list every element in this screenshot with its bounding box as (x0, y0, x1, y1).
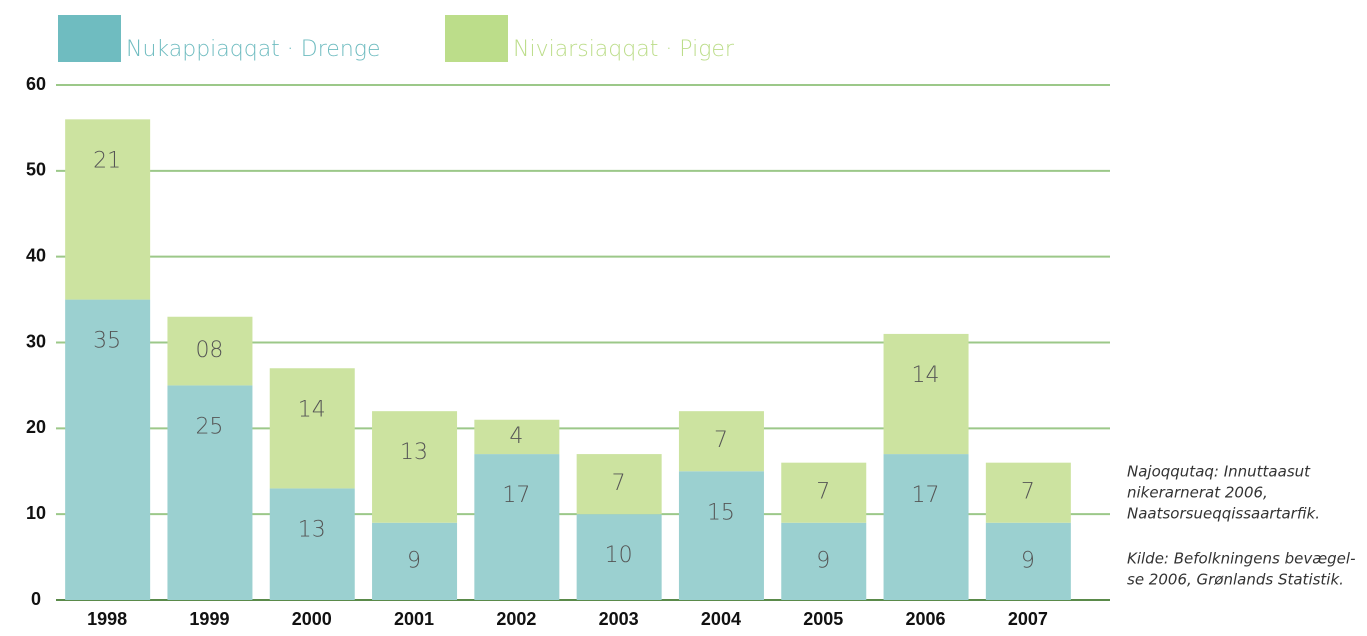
bar-segment (781, 522, 867, 600)
value-label: 9 (407, 548, 421, 573)
source-note: se 2006, Grønlands Statistik. (1127, 571, 1344, 589)
bar-segment (883, 333, 969, 455)
y-tick-label: 20 (26, 417, 46, 437)
value-label: 7 (1021, 480, 1035, 505)
x-tick-label: 1999 (189, 609, 229, 629)
legend-swatch (58, 15, 121, 62)
bar-segment (269, 368, 355, 489)
source-note: Kilde: Befolkningens bevægel- (1127, 550, 1355, 568)
bar-segment (474, 419, 560, 455)
bar-segment (65, 119, 151, 300)
x-tick-label: 2004 (701, 609, 741, 629)
bar-segment (372, 522, 458, 600)
bar-segment (576, 454, 662, 515)
y-tick-label: 50 (26, 160, 46, 180)
y-tick-label: 40 (26, 245, 46, 265)
value-label: 25 (195, 414, 223, 439)
bar-segment (985, 462, 1071, 523)
legend-label: Nukappiaqqat · Drenge (126, 37, 381, 62)
value-label: 35 (93, 329, 121, 354)
bar-segment (167, 385, 253, 600)
bar-segment (269, 488, 355, 600)
x-tick-label: 2003 (599, 609, 639, 629)
bar-segment (678, 471, 764, 600)
value-label: 13 (298, 517, 326, 542)
source-note: Najoqqutaq: Innuttaasut (1127, 463, 1311, 481)
bar-segment (781, 462, 867, 523)
legend-label: Niviarsiaqqat · Piger (513, 37, 735, 62)
bar-segment (985, 522, 1071, 600)
value-label: 15 (707, 500, 735, 525)
bar-segment (167, 316, 253, 386)
value-label: 7 (714, 428, 728, 453)
bar-segment (678, 411, 764, 472)
x-tick-label: 2002 (496, 609, 536, 629)
legend-swatch (445, 15, 508, 62)
bar-segment (883, 454, 969, 600)
bar-segment (576, 514, 662, 600)
y-tick-label: 60 (26, 74, 46, 94)
value-label: 9 (816, 548, 830, 573)
value-label: 08 (195, 338, 223, 363)
source-note: nikerarnerat 2006, (1127, 484, 1268, 502)
value-label: 21 (93, 148, 121, 173)
value-label: 4 (509, 424, 523, 449)
bar-segment (474, 454, 560, 600)
value-label: 13 (400, 440, 428, 465)
y-tick-label: 30 (26, 331, 46, 351)
value-label: 9 (1021, 548, 1035, 573)
value-label: 17 (502, 483, 530, 508)
x-tick-label: 1998 (87, 609, 127, 629)
value-label: 17 (912, 483, 940, 508)
value-label: 14 (298, 397, 326, 422)
source-note: Naatsorsueqqissaartarfik. (1127, 505, 1320, 523)
value-label: 7 (612, 471, 626, 496)
bar-segment (372, 411, 458, 523)
x-tick-label: 2007 (1008, 609, 1048, 629)
bar-segment (65, 299, 151, 600)
y-tick-label: 0 (31, 589, 41, 609)
value-label: 14 (912, 363, 940, 388)
x-tick-label: 2006 (906, 609, 946, 629)
value-label: 7 (816, 480, 830, 505)
y-tick-label: 10 (26, 503, 46, 523)
x-tick-label: 2000 (292, 609, 332, 629)
x-tick-label: 2005 (803, 609, 843, 629)
x-tick-label: 2001 (394, 609, 434, 629)
value-label: 10 (605, 543, 633, 568)
